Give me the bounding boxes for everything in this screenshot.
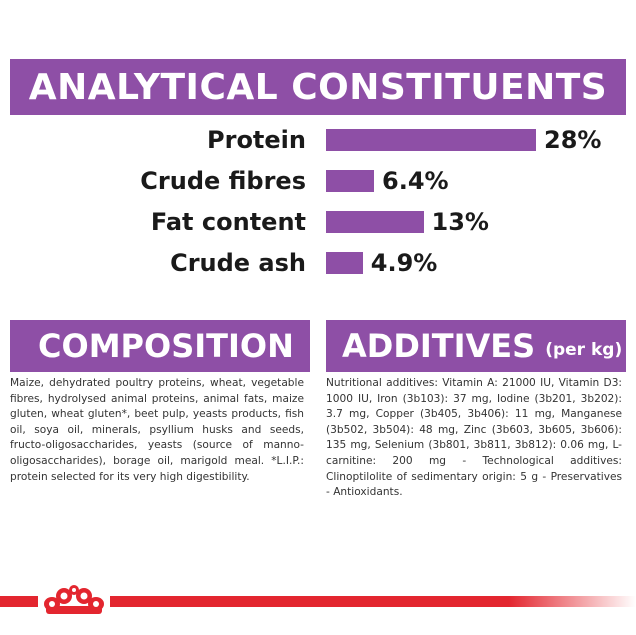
constituent-label: Fat content — [150, 208, 306, 236]
additives-unit: (per kg) — [545, 340, 623, 360]
constituent-bar — [326, 211, 424, 233]
constituent-label: Crude ash — [170, 249, 306, 277]
constituent-row: Crude ash 4.9% — [0, 243, 636, 283]
constituent-row: Crude fibres 6.4% — [0, 161, 636, 201]
constituent-value: 13% — [431, 208, 489, 236]
analytical-constituents-chart: Protein 28% Crude fibres 6.4% Fat content 13%… — [0, 120, 636, 285]
composition-text: Maize, dehydrated poultry proteins, whea… — [10, 377, 304, 483]
constituent-label: Protein — [207, 126, 306, 154]
composition-banner: COMPOSITION — [10, 320, 310, 372]
constituent-bar — [326, 170, 374, 192]
constituent-bar — [326, 129, 536, 151]
constituent-value: 6.4% — [382, 167, 449, 195]
footer-red-line — [0, 596, 636, 607]
constituent-value: 4.9% — [370, 249, 438, 277]
constituent-row: Protein 28% — [0, 120, 636, 160]
additives-text: Nutritional additives: Vitamin A: 21000 … — [326, 377, 622, 499]
constituent-label: Crude fibres — [140, 167, 306, 195]
analytical-constituents-banner: ANALYTICAL CONSTITUENTS — [10, 59, 626, 115]
additives-title: ADDITIVES — [342, 327, 536, 365]
royal-canin-crown-icon — [38, 585, 110, 614]
constituent-value: 28% — [544, 126, 602, 154]
constituent-bar — [326, 252, 363, 274]
additives-banner: ADDITIVES (per kg) — [326, 320, 626, 372]
analytical-constituents-title: ANALYTICAL CONSTITUENTS — [28, 66, 608, 108]
composition-title: COMPOSITION — [38, 327, 294, 365]
constituent-row: Fat content 13% — [0, 202, 636, 242]
